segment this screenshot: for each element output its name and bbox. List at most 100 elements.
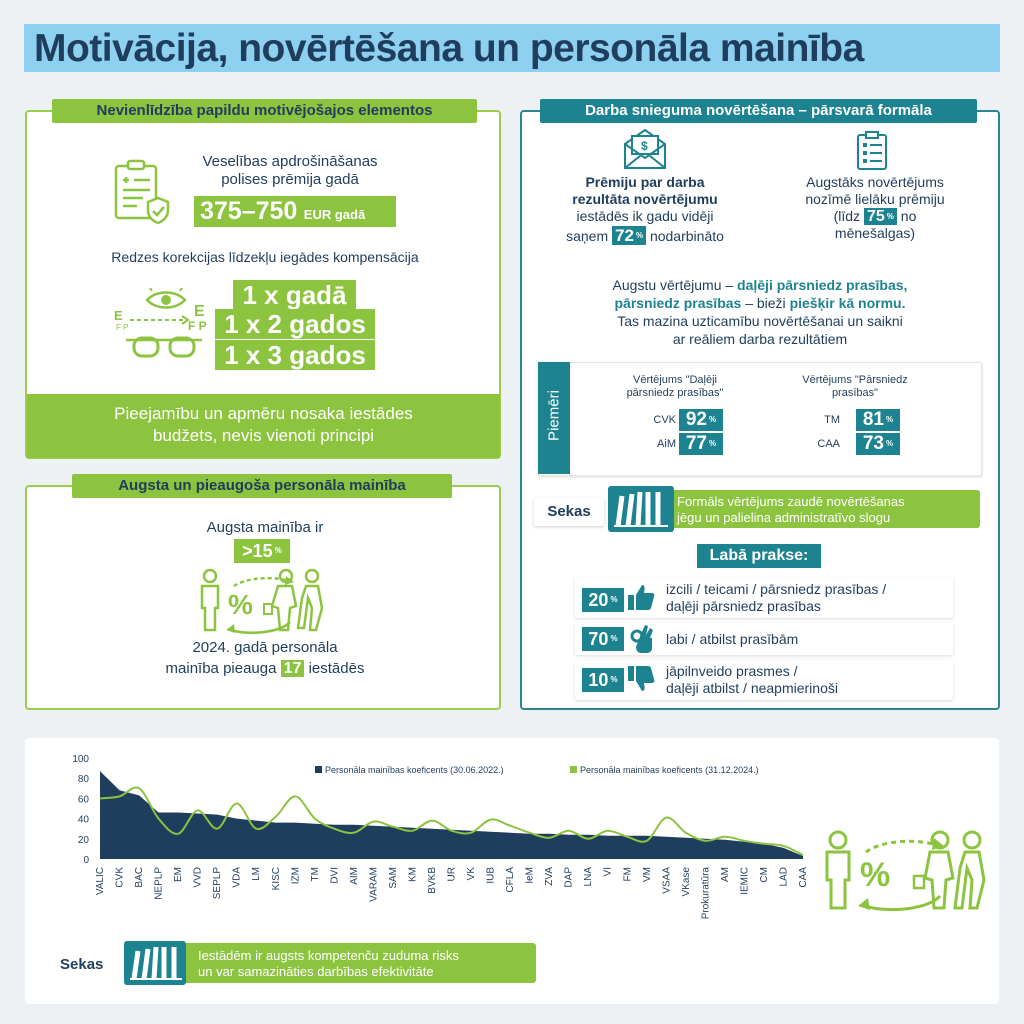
y-tick-label: 0 xyxy=(83,855,89,866)
example-pct-sign: % xyxy=(886,439,894,448)
x-tick-label: CFLA xyxy=(505,867,516,893)
x-tick-label: VVD xyxy=(193,867,204,888)
vision-option-1: 1 x gadā xyxy=(233,280,356,310)
thumbs-down-icon xyxy=(628,666,655,691)
statement-4: ar reāliem darba rezultātiem xyxy=(672,331,848,347)
health-label-line2: polises prēmija gadā xyxy=(221,171,359,188)
bonus-bold2: rezultāta novērtējumu xyxy=(572,191,718,207)
page-title: Motivācija, novērtēšana un personāla mai… xyxy=(34,27,864,70)
turnover-panel xyxy=(25,485,501,710)
example-pct-sign: % xyxy=(709,415,717,424)
x-tick-label: BAC xyxy=(134,867,145,888)
examples-label: Piemēri xyxy=(545,390,563,441)
health-label: Veselības apdrošināšanas polises prēmija… xyxy=(175,153,405,189)
health-value: 375–750 xyxy=(200,197,298,225)
higher-block: Augstāks novērtējums nozīmē lielāku prēm… xyxy=(770,174,980,242)
turnover-value: >15 xyxy=(242,541,273,561)
higher-line3a: (līdz xyxy=(833,208,861,224)
example-name: AiM xyxy=(657,438,676,450)
x-tick-label: AIM xyxy=(349,867,360,885)
higher-pct: 75 xyxy=(866,208,885,225)
ok-hand-icon xyxy=(630,625,653,653)
svg-text:F P: F P xyxy=(116,323,128,332)
series-line-2024 xyxy=(99,786,804,856)
statement-block: Augstu vērtējumu – daļēji pārsniedz pras… xyxy=(530,276,990,348)
example-name: CAA xyxy=(817,438,840,450)
footer-line2: budžets, nevis vienoti principi xyxy=(152,426,375,445)
bonus-pct-sign: % xyxy=(635,231,644,240)
x-tick-label: VDA xyxy=(232,867,243,888)
x-tick-label: VARAM xyxy=(368,867,379,902)
x-tick-label: SEPLP xyxy=(212,867,223,900)
x-tick-label: ZVA xyxy=(544,867,555,886)
title-bar: Motivācija, novērtēšana un personāla mai… xyxy=(24,24,1000,72)
sekas-right-line2: jēgu un palielina administratīvo slogu xyxy=(677,510,891,525)
sekas-label-bottom: Sekas xyxy=(60,956,104,973)
x-tick-label: CVK xyxy=(115,867,126,888)
practice-line1: jāpilnveido prasmes / xyxy=(666,663,798,679)
x-tick-label: AM xyxy=(720,867,731,882)
col1-title: Vērtējums "Daļēji pārsniedz prasības" xyxy=(600,374,750,400)
turnover-text: Augsta mainība ir xyxy=(206,519,324,536)
x-tick-label: VSAA xyxy=(661,867,672,894)
x-tick-label: BVKB xyxy=(427,867,438,894)
examples-box xyxy=(538,362,982,476)
col1-title2: pārsniedz prasības" xyxy=(626,387,724,399)
example-value: 77% xyxy=(679,433,723,455)
col2-title2: prasības" xyxy=(831,387,879,399)
svg-text:%: % xyxy=(860,856,890,894)
sekas-bottom-line2: un var samazināties darbības efektivitāt… xyxy=(198,964,434,979)
higher-line2: nozīmē lielāku prēmiju xyxy=(805,191,945,207)
svg-text:F P: F P xyxy=(188,319,207,333)
sekas-label-right: Sekas xyxy=(534,498,604,526)
x-tick-label: IEMIC xyxy=(739,867,750,895)
col2-title: Vērtējums "Pārsniedz prasības" xyxy=(780,374,930,400)
higher-line3b: no xyxy=(900,208,917,224)
x-tick-label: VI xyxy=(603,867,614,876)
domino-icon xyxy=(130,946,182,980)
domino-icon xyxy=(614,491,668,527)
statement-2a: pārsniedz prasības xyxy=(614,295,742,311)
y-tick-label: 80 xyxy=(78,774,90,785)
sekas-right-line1: Formāls vērtējums zaudē novērtēšanas xyxy=(677,494,905,509)
sekas-text-bottom: Iestādēm ir augsts kompetenču zuduma ris… xyxy=(176,943,536,983)
x-tick-label: IeM xyxy=(525,867,536,884)
y-tick-label: 40 xyxy=(78,815,90,826)
series-area-2022 xyxy=(100,771,803,859)
bonus-line3: iestādēs ik gadu vidēji xyxy=(576,208,714,224)
statement-1a: Augstu vērtējumu – xyxy=(612,277,734,293)
practice-pct-number: 10 xyxy=(588,670,609,690)
x-tick-label: DVI xyxy=(329,867,340,884)
turnover-value-box: >15% xyxy=(234,539,290,563)
x-tick-label: LNA xyxy=(583,867,594,887)
turnover-header: Augsta un pieaugoša personāla mainība xyxy=(72,474,452,498)
x-tick-label: DAP xyxy=(564,867,575,888)
example-pct-sign: % xyxy=(709,439,717,448)
y-tick-label: 20 xyxy=(78,835,90,846)
statement-2c: piešķir kā normu. xyxy=(789,295,906,311)
legend-label: Personāla mainības koeficents (31.12.202… xyxy=(580,765,759,775)
practice-pct: 20% xyxy=(582,588,624,612)
x-tick-label: VM xyxy=(642,867,653,882)
svg-text:%: % xyxy=(228,589,253,620)
higher-pct-box: 75% xyxy=(863,208,897,225)
statement-1b: daļēji pārsniedz prasības, xyxy=(737,277,908,293)
statement-3: Tas mazina uzticamību novērtēšanai un sa… xyxy=(617,313,903,329)
good-practice-title: Labā prakse: xyxy=(697,544,821,568)
x-tick-label: KISC xyxy=(271,867,282,890)
evaluation-header: Darba snieguma novērtēšana – pārsvarā fo… xyxy=(540,99,977,123)
example-value-number: 73 xyxy=(862,433,884,454)
sekas-bottom-line1: Iestādēm ir augsts kompetenču zuduma ris… xyxy=(198,948,459,963)
domino-icon-box-bottom xyxy=(124,941,186,985)
bonus-line4a: saņem xyxy=(566,228,609,244)
x-tick-label: LM xyxy=(251,867,262,881)
health-unit: EUR gadā xyxy=(303,207,366,222)
col2-title1: Vērtējums "Pārsniedz xyxy=(802,374,908,386)
inequality-footer: Pieejamību un apmēru nosaka iestādes bud… xyxy=(27,394,500,458)
x-tick-label: VK xyxy=(466,867,477,881)
sekas-text-right: Formāls vērtējums zaudē novērtēšanas jēg… xyxy=(663,490,980,528)
x-tick-label: FM xyxy=(622,867,633,881)
practice-pct: 70% xyxy=(582,627,624,651)
turnover-line2: mainība pieauga 17 iestādēs xyxy=(140,659,390,679)
practice-pct-sign: % xyxy=(610,675,618,684)
